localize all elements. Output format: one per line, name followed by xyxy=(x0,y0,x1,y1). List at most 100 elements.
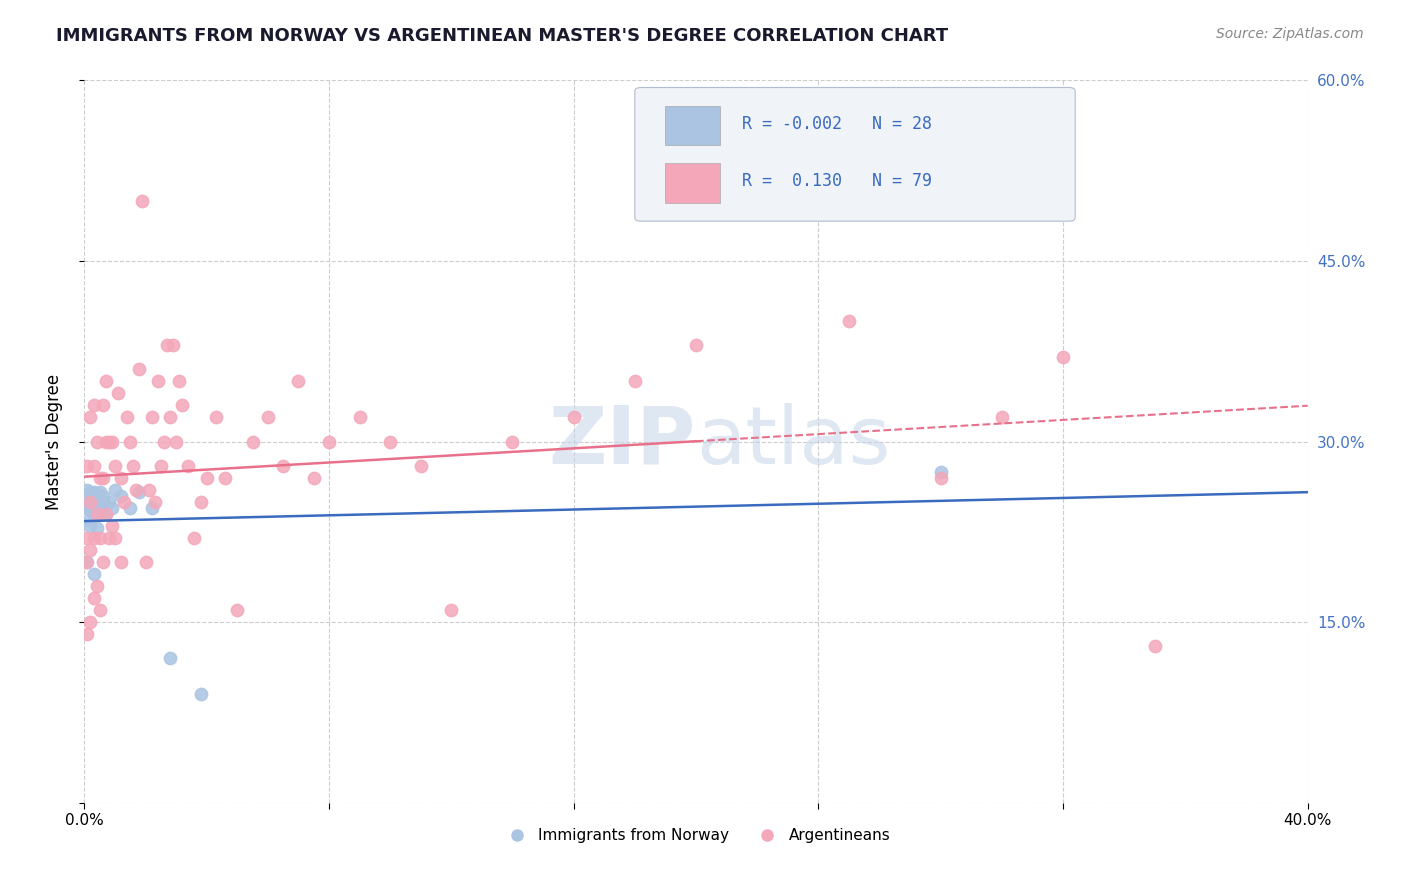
Point xyxy=(685,338,707,352)
Point xyxy=(104,531,127,545)
Point xyxy=(86,507,108,521)
Point xyxy=(79,615,101,630)
Point xyxy=(83,531,105,545)
Point xyxy=(146,374,169,388)
Point xyxy=(128,362,150,376)
Legend: Immigrants from Norway, Argentineans: Immigrants from Norway, Argentineans xyxy=(495,822,897,849)
Point xyxy=(86,521,108,535)
Point xyxy=(86,434,108,449)
Point xyxy=(131,194,153,208)
Point xyxy=(83,398,105,412)
Point xyxy=(83,567,105,582)
Point xyxy=(143,494,166,508)
Point xyxy=(76,555,98,569)
FancyBboxPatch shape xyxy=(636,87,1076,221)
Text: Source: ZipAtlas.com: Source: ZipAtlas.com xyxy=(1216,27,1364,41)
Point xyxy=(929,465,952,479)
Point xyxy=(380,434,402,449)
Point xyxy=(83,591,105,605)
Point xyxy=(125,483,148,497)
Point xyxy=(110,555,132,569)
Point xyxy=(257,410,280,425)
Point xyxy=(97,434,120,449)
Point xyxy=(75,500,97,515)
Point xyxy=(214,470,236,484)
Point xyxy=(205,410,228,425)
Point xyxy=(159,410,181,425)
Point xyxy=(153,434,176,449)
Point xyxy=(141,410,163,425)
Point xyxy=(79,485,101,500)
Point xyxy=(156,338,179,352)
Point xyxy=(101,434,124,449)
Point xyxy=(101,500,124,515)
Y-axis label: Master's Degree: Master's Degree xyxy=(45,374,63,509)
Point xyxy=(162,338,184,352)
Point xyxy=(135,555,157,569)
Point xyxy=(83,507,105,521)
Point xyxy=(141,500,163,515)
Point xyxy=(94,374,117,388)
Point xyxy=(89,500,111,515)
Text: atlas: atlas xyxy=(696,402,890,481)
Point xyxy=(190,494,212,508)
Point xyxy=(110,489,132,503)
Point xyxy=(83,485,105,500)
Point xyxy=(101,518,124,533)
Point xyxy=(91,489,114,503)
Point xyxy=(79,410,101,425)
Text: R = -0.002   N = 28: R = -0.002 N = 28 xyxy=(742,115,932,133)
Point xyxy=(195,470,218,484)
Point xyxy=(562,410,585,425)
Point xyxy=(89,603,111,617)
Point xyxy=(79,494,101,508)
Point xyxy=(115,410,138,425)
Text: R =  0.130   N = 79: R = 0.130 N = 79 xyxy=(742,172,932,190)
Point xyxy=(86,579,108,593)
Point xyxy=(167,374,190,388)
Point xyxy=(94,507,117,521)
Point xyxy=(91,398,114,412)
Point xyxy=(104,483,127,497)
Point xyxy=(838,314,860,328)
Point xyxy=(1143,639,1166,653)
Point xyxy=(122,458,145,473)
Point xyxy=(149,458,172,473)
Point xyxy=(929,470,952,484)
Point xyxy=(138,483,160,497)
Point xyxy=(318,434,340,449)
Point xyxy=(440,603,463,617)
Point xyxy=(271,458,294,473)
Point xyxy=(287,374,309,388)
Point xyxy=(409,458,432,473)
Point xyxy=(91,555,114,569)
Point xyxy=(183,531,205,545)
Point xyxy=(94,434,117,449)
Point xyxy=(76,531,98,545)
Point xyxy=(349,410,371,425)
Text: IMMIGRANTS FROM NORWAY VS ARGENTINEAN MASTER'S DEGREE CORRELATION CHART: IMMIGRANTS FROM NORWAY VS ARGENTINEAN MA… xyxy=(56,27,949,45)
Point xyxy=(991,410,1014,425)
Point xyxy=(112,494,135,508)
Text: ZIP: ZIP xyxy=(548,402,696,481)
Point xyxy=(77,513,100,527)
Point xyxy=(79,518,101,533)
Point xyxy=(302,470,325,484)
Point xyxy=(86,494,108,508)
Point xyxy=(1052,350,1074,364)
Point xyxy=(226,603,249,617)
Point xyxy=(91,470,114,484)
Point xyxy=(172,398,194,412)
FancyBboxPatch shape xyxy=(665,163,720,203)
Point xyxy=(107,386,129,401)
Point xyxy=(75,555,97,569)
Point xyxy=(242,434,264,449)
Point xyxy=(159,651,181,665)
Point xyxy=(177,458,200,473)
Point xyxy=(624,374,647,388)
Point xyxy=(89,470,111,484)
Point xyxy=(97,531,120,545)
Point xyxy=(190,687,212,701)
FancyBboxPatch shape xyxy=(665,105,720,145)
Point xyxy=(91,494,114,508)
